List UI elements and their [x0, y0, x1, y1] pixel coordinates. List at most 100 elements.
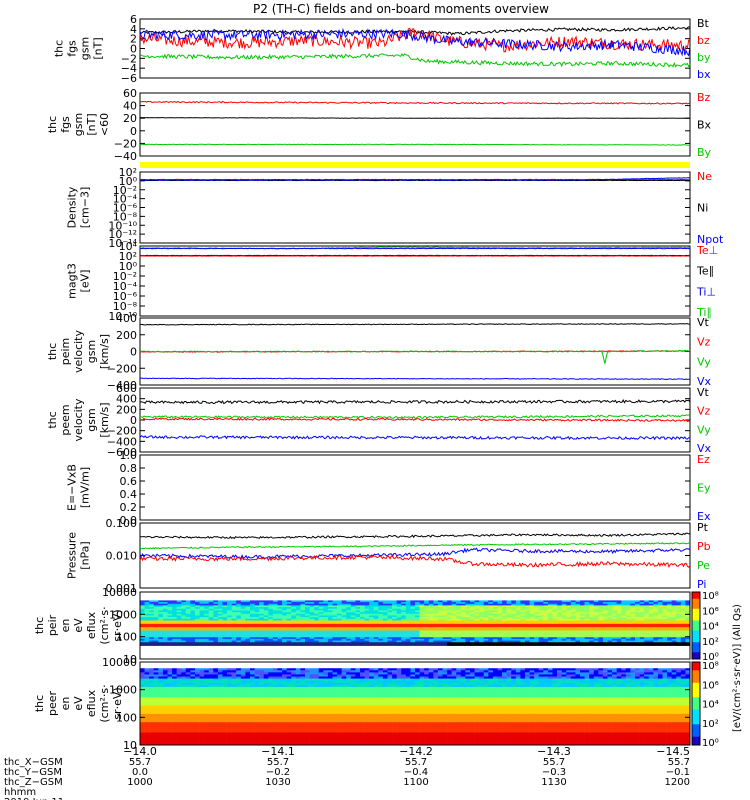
legend-entry: bz	[697, 34, 710, 47]
y-tick-label: 1000	[109, 684, 137, 697]
y-tick-label: 0.001	[106, 582, 138, 595]
y-tick-label: 10000	[102, 586, 137, 599]
y-tick-label: −400	[107, 379, 137, 392]
y-tick-label: −4	[121, 62, 137, 75]
series-line	[139, 417, 691, 422]
series-line	[139, 177, 691, 181]
legend-entry: bx	[697, 68, 711, 81]
y-axis-label: fgs	[66, 40, 79, 57]
y-tick-label: 10⁻¹²	[108, 228, 137, 241]
y-axis-label: gsm	[72, 113, 85, 136]
panel-9: 10000 1000 100 10 thc peir en eV eflux (cm²·s· sr·…	[33, 586, 691, 666]
x-axis-row-label: thc_Y−GSM	[4, 767, 62, 778]
colorbar-tick-label: 10⁰	[702, 652, 719, 663]
legend-entry: by	[697, 51, 711, 64]
y-axis-label: peer	[46, 691, 59, 717]
x-axis-row-value: 1030	[265, 777, 290, 788]
colorbar-tick-label: 10⁸	[702, 661, 719, 672]
spectrogram-cells	[140, 600, 691, 646]
colorbar-tick-label: 10⁴	[702, 700, 719, 711]
legend-entry: Pi	[697, 578, 706, 591]
y-axis-label: eV	[72, 696, 85, 711]
panel-frame	[139, 454, 691, 521]
y-tick-label: 10⁻⁸	[113, 210, 138, 223]
y-tick-label: 200	[116, 403, 137, 416]
spectrogram-cells	[140, 668, 691, 746]
x-axis-row-label: thc_Z−GSM	[4, 777, 63, 788]
series-line	[139, 26, 691, 36]
y-tick-label: 10000	[102, 656, 137, 669]
y-tick-label: 400	[116, 393, 137, 406]
y-tick-label: −20	[114, 137, 137, 150]
y-axis-label: sr·eV)	[111, 687, 124, 719]
series-line	[139, 554, 691, 569]
y-tick-label: −2	[121, 52, 137, 65]
series-line	[139, 377, 691, 381]
y-tick-label: 6	[130, 13, 137, 26]
y-axis-label: velocity	[72, 330, 85, 373]
x-axis-row-value: 55.7	[405, 757, 427, 768]
y-axis-label: peim	[59, 338, 72, 366]
panel-frame	[139, 591, 691, 660]
y-tick-label: 10	[123, 739, 137, 752]
y-axis-label: thc	[33, 617, 46, 634]
legend-entry: Vt	[697, 316, 710, 329]
y-axis-label: peir	[46, 614, 59, 636]
series-line	[139, 323, 690, 326]
panel-8: 0.100 0.010 0.001 Pressure [nPa] Pt Pb Pe Pi	[66, 517, 711, 595]
y-tick-label: 0.8	[120, 462, 138, 475]
legend-entry: Te∥	[696, 265, 714, 278]
series-line	[139, 547, 691, 560]
colorbar-unit: [eV/(cm²·s·sr·eV)] (All Qs)	[732, 604, 743, 732]
y-tick-label: −400	[107, 435, 137, 448]
y-axis-label: fgs	[59, 116, 72, 133]
y-tick-label: 10⁰	[119, 175, 138, 188]
y-tick-label: 400	[116, 312, 137, 325]
legend-entry: Bt	[697, 17, 710, 30]
legend-entry: Ti∥	[696, 306, 712, 319]
y-tick-label: 10⁻²	[113, 270, 137, 283]
colorbar-tick-label: 10⁶	[702, 680, 719, 691]
y-tick-label: 0.100	[106, 517, 138, 530]
colorbar-tick-label: 10⁶	[702, 606, 719, 617]
y-tick-label: 1000	[109, 608, 137, 621]
y-tick-label: 4	[130, 23, 137, 36]
y-axis-label: (cm²·s·	[98, 684, 111, 722]
series-line	[139, 349, 691, 364]
legend-entry: Pb	[697, 540, 711, 553]
legend-entry: Ne	[697, 170, 712, 183]
legend-entry: Vz	[697, 336, 711, 349]
y-tick-label: 0	[130, 414, 137, 427]
y-axis-label: magt3	[66, 263, 79, 299]
legend-entry: Ex	[697, 510, 711, 523]
legend-entry: Ti⊥	[696, 285, 716, 298]
series-line	[139, 117, 690, 119]
y-tick-label: 10²	[119, 166, 137, 179]
panel-5: 400 200 0 −200 −400 thc peim velocity gsm [km/s] V…	[46, 312, 712, 392]
legend-entry: Pe	[697, 559, 710, 572]
y-axis-label: eflux	[85, 611, 98, 639]
y-tick-label: 10⁻²	[113, 184, 137, 197]
legend-entry: Vy	[697, 355, 711, 368]
y-axis-label: velocity	[72, 398, 85, 441]
legend-entry: Ez	[697, 453, 710, 466]
series-line	[139, 435, 691, 441]
y-tick-label: −40	[114, 150, 137, 163]
colorbar-tick-label: 10²	[702, 719, 719, 730]
y-axis-label: peem	[59, 404, 72, 435]
y-axis-label: gsm	[85, 340, 98, 363]
x-tick-label: −14.0	[123, 745, 157, 758]
y-axis-label: [km/s]	[98, 334, 111, 369]
y-tick-label: 20	[123, 112, 137, 125]
y-tick-label: 0.4	[120, 488, 138, 501]
y-axis-label: eV	[72, 618, 85, 633]
colorbar-tick-label: 10⁴	[702, 622, 719, 633]
y-axis-label: thc	[46, 411, 59, 428]
y-axis-label: eflux	[85, 689, 98, 717]
series-line	[139, 100, 691, 105]
legend-entry: Te⊥	[696, 244, 718, 257]
y-axis-label: thc	[46, 343, 59, 360]
